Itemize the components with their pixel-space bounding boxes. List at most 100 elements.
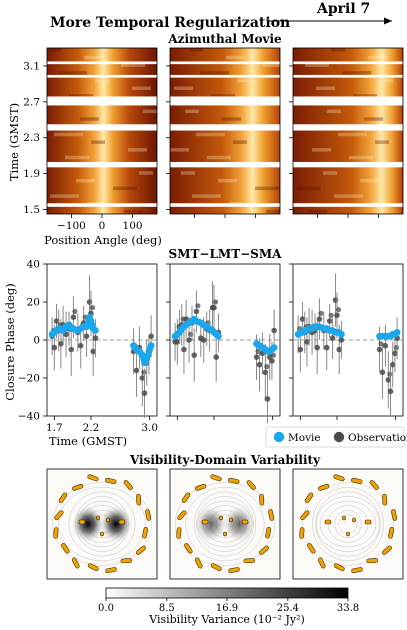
movie-point — [147, 342, 155, 350]
uv-track-segment — [219, 515, 223, 521]
time-gap — [293, 161, 403, 168]
uv-track-segment — [229, 517, 233, 523]
uv-track-segment — [364, 519, 372, 525]
closure-phase-xlabel: Time (GMST) — [49, 434, 127, 448]
observation-point — [262, 369, 269, 376]
time-gap — [170, 161, 280, 168]
uv-track-segment — [176, 527, 182, 539]
heatmap-streak — [76, 178, 95, 183]
observation-point — [385, 377, 392, 383]
uv-track-segment — [307, 543, 316, 554]
uv-track-segment — [366, 558, 379, 564]
uv-track-segment — [346, 531, 350, 537]
observation-point — [378, 341, 384, 347]
uv-track-segment — [228, 567, 240, 574]
observation-point — [191, 352, 197, 358]
uv-track-segment — [142, 527, 149, 539]
visibility-panel-3 — [292, 468, 404, 580]
contour-line — [185, 486, 265, 562]
observation-point — [51, 344, 58, 351]
observation-point — [72, 308, 78, 315]
uv-track-segment — [391, 509, 398, 521]
colorbar-tick-label: 25.4 — [277, 603, 299, 614]
heatmap-streak — [124, 209, 143, 214]
legend-movie-marker — [273, 431, 285, 443]
uv-track-segment — [318, 483, 330, 491]
observation-point — [141, 390, 148, 396]
heatmap-streak — [342, 71, 371, 75]
x-tick-label: −100 — [57, 220, 86, 232]
observation-point — [338, 337, 345, 343]
heatmap-streak — [255, 186, 279, 191]
heatmap-streak — [218, 178, 237, 183]
heatmap-streak — [185, 109, 199, 114]
uv-track-segment — [71, 557, 80, 569]
observation-point — [200, 337, 207, 343]
colorbar-tick-label: 0.0 — [98, 603, 114, 614]
variance-blob — [223, 506, 255, 542]
uv-track-segment — [388, 527, 395, 539]
time-gap — [293, 124, 403, 131]
uv-track-segment — [351, 477, 363, 484]
heatmap-streak — [207, 155, 231, 160]
time-gap — [47, 203, 157, 207]
heatmap-streak — [364, 117, 383, 121]
closure-phase-ylabel: Closure Phase (deg) — [3, 283, 17, 401]
observation-point — [334, 312, 340, 319]
observation-point — [329, 335, 336, 341]
uv-track-segment — [78, 519, 86, 525]
uv-track-segment — [265, 527, 272, 539]
uv-track-segment — [259, 545, 269, 555]
observation-point — [335, 307, 342, 313]
x-tick-label: 2.2 — [83, 422, 100, 434]
uv-track-segment — [58, 492, 68, 503]
time-gap — [293, 96, 403, 106]
time-gap — [47, 161, 157, 168]
heatmap-streak — [297, 186, 321, 191]
visibility-variability-chart: Visibility-Domain Variability 0.0 8.5 16.9… — [46, 453, 404, 626]
observation-point — [264, 396, 271, 402]
y-tick-label: 1.5 — [23, 204, 40, 216]
uv-track-segment — [382, 545, 392, 555]
observation-point — [316, 316, 323, 322]
observation-point — [299, 316, 306, 322]
variance-blob — [72, 506, 104, 542]
colorbar-label: Visibility Variance (10⁻² Jy²) — [148, 613, 305, 626]
observation-point — [90, 348, 96, 355]
colorbar-tick-label: 16.9 — [216, 603, 238, 614]
azimuthal-xlabel: Position Angle (deg) — [44, 233, 162, 247]
heatmap-streak — [316, 86, 335, 90]
observation-point — [270, 352, 277, 358]
uv-track-segment — [268, 509, 275, 521]
heatmap-streak — [327, 109, 341, 114]
uv-track-segment — [106, 517, 110, 523]
contour-line — [302, 482, 394, 566]
observation-point — [211, 304, 217, 311]
observation-point — [92, 335, 99, 341]
uv-track-segment — [243, 558, 256, 564]
panel-frame — [292, 468, 404, 580]
heatmap-streak — [192, 194, 221, 198]
x-tick-label: 1.7 — [46, 422, 63, 434]
time-gap — [293, 61, 403, 65]
y-tick-label: 1.9 — [23, 168, 40, 180]
heatmap-streak — [189, 48, 203, 52]
observation-point — [328, 312, 334, 318]
observation-point — [392, 350, 398, 357]
heatmap-streak — [121, 63, 145, 67]
contour-line — [315, 491, 381, 557]
uv-track-segment — [333, 474, 345, 482]
uv-track-segment — [136, 545, 146, 555]
heatmap-streak — [95, 78, 109, 83]
closure-panel-3 — [289, 263, 404, 420]
time-gap — [293, 74, 403, 78]
uv-track-segment — [87, 474, 99, 482]
time-gap — [47, 124, 157, 131]
heatmap-streak — [84, 55, 103, 60]
closure-panel-2 — [166, 263, 281, 424]
uv-track-segment — [382, 493, 388, 506]
variance-blob — [100, 506, 132, 542]
observation-point — [387, 371, 393, 377]
observation-point — [133, 367, 140, 374]
observation-point — [253, 354, 260, 360]
